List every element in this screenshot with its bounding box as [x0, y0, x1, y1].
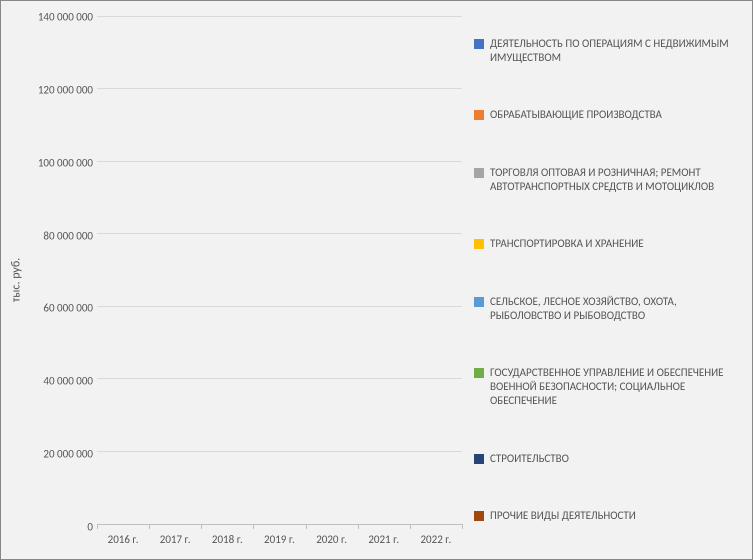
- legend-item: ПРОЧИЕ ВИДЫ ДЕЯТЕЛЬНОСТИ: [474, 509, 742, 523]
- gridline: [97, 88, 462, 89]
- x-tick-label: 2018 г.: [201, 529, 253, 553]
- legend-label: ТРАНСПОРТИРОВКА И ХРАНЕНИЕ: [490, 237, 644, 251]
- gridline: [97, 451, 462, 452]
- legend-swatch: [474, 110, 484, 120]
- legend-swatch: [474, 454, 484, 464]
- chart-left: тыс. руб. 0 20 000 000 40 000 000 60 000 00…: [7, 7, 462, 553]
- gridline: [97, 161, 462, 162]
- y-axis: 0 20 000 000 40 000 000 60 000 000 80 000 00…: [25, 7, 97, 553]
- y-axis-label-wrap: тыс. руб.: [7, 7, 25, 553]
- legend-label: ГОСУДАРСТВЕННОЕ УПРАВЛЕНИЕ И ОБЕСПЕЧЕНИЕ…: [490, 366, 742, 407]
- plot-wrap: 2016 г.2017 г.2018 г.2019 г.2020 г.2021 …: [97, 7, 462, 553]
- x-tick-label: 2021 г.: [358, 529, 410, 553]
- x-tick-label: 2020 г.: [306, 529, 358, 553]
- legend-item: СТРОИТЕЛЬСТВО: [474, 452, 742, 466]
- x-tick-label: 2019 г.: [253, 529, 305, 553]
- x-tick-label: 2017 г.: [149, 529, 201, 553]
- y-tick-label: 0: [87, 521, 93, 534]
- x-tick-mark: [462, 524, 463, 529]
- legend-item: ГОСУДАРСТВЕННОЕ УПРАВЛЕНИЕ И ОБЕСПЕЧЕНИЕ…: [474, 366, 742, 407]
- plot-area: [97, 17, 462, 525]
- legend: ДЕЯТЕЛЬНОСТЬ ПО ОПЕРАЦИЯМ С НЕДВИЖИМЫМ И…: [462, 7, 746, 553]
- y-tick-label: 60 000 000: [43, 302, 93, 315]
- gridline: [97, 306, 462, 307]
- x-tick-label: 2022 г.: [410, 529, 462, 553]
- y-tick-label: 40 000 000: [43, 375, 93, 388]
- gridline: [97, 378, 462, 379]
- y-tick-label: 20 000 000: [43, 448, 93, 461]
- y-tick-label: 100 000 000: [38, 156, 93, 169]
- y-tick-label: 140 000 000: [38, 11, 93, 24]
- legend-swatch: [474, 39, 484, 49]
- chart-inner: тыс. руб. 0 20 000 000 40 000 000 60 000 00…: [7, 7, 746, 553]
- legend-label: ОБРАБАТЫВАЮЩИЕ ПРОИЗВОДСТВА: [490, 108, 662, 122]
- legend-item: ТРАНСПОРТИРОВКА И ХРАНЕНИЕ: [474, 237, 742, 251]
- y-tick-label: 120 000 000: [38, 83, 93, 96]
- legend-label: ДЕЯТЕЛЬНОСТЬ ПО ОПЕРАЦИЯМ С НЕДВИЖИМЫМ И…: [490, 37, 742, 65]
- legend-item: ОБРАБАТЫВАЮЩИЕ ПРОИЗВОДСТВА: [474, 108, 742, 122]
- y-tick-label: 80 000 000: [43, 229, 93, 242]
- legend-swatch: [474, 239, 484, 249]
- x-axis: 2016 г.2017 г.2018 г.2019 г.2020 г.2021 …: [97, 529, 462, 553]
- chart-container: тыс. руб. 0 20 000 000 40 000 000 60 000 00…: [0, 0, 753, 560]
- legend-swatch: [474, 368, 484, 378]
- legend-label: СТРОИТЕЛЬСТВО: [490, 452, 569, 466]
- legend-item: ДЕЯТЕЛЬНОСТЬ ПО ОПЕРАЦИЯМ С НЕДВИЖИМЫМ И…: [474, 37, 742, 65]
- legend-item: ТОРГОВЛЯ ОПТОВАЯ И РОЗНИЧНАЯ; РЕМОНТ АВТ…: [474, 166, 742, 194]
- x-tick-label: 2016 г.: [97, 529, 149, 553]
- gridline: [97, 233, 462, 234]
- legend-label: СЕЛЬСКОЕ, ЛЕСНОЕ ХОЗЯЙСТВО, ОХОТА, РЫБОЛ…: [490, 295, 742, 323]
- legend-swatch: [474, 511, 484, 521]
- y-axis-label: тыс. руб.: [9, 258, 23, 303]
- legend-label: ПРОЧИЕ ВИДЫ ДЕЯТЕЛЬНОСТИ: [490, 509, 636, 523]
- legend-swatch: [474, 297, 484, 307]
- legend-swatch: [474, 168, 484, 178]
- legend-label: ТОРГОВЛЯ ОПТОВАЯ И РОЗНИЧНАЯ; РЕМОНТ АВТ…: [490, 166, 742, 194]
- gridline: [97, 16, 462, 17]
- legend-item: СЕЛЬСКОЕ, ЛЕСНОЕ ХОЗЯЙСТВО, ОХОТА, РЫБОЛ…: [474, 295, 742, 323]
